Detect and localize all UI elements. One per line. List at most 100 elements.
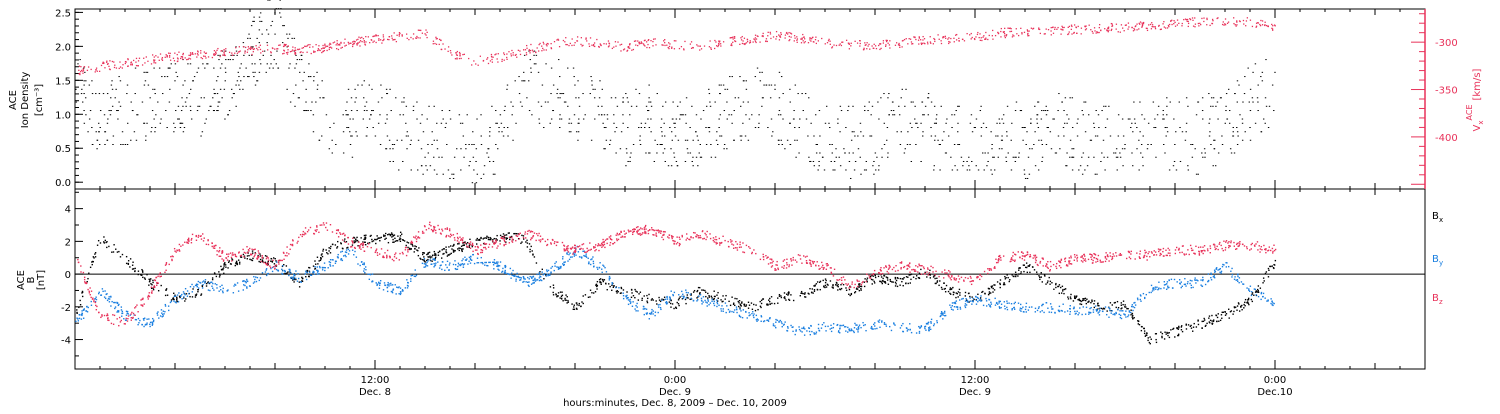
vx-point <box>663 40 664 41</box>
density-point <box>954 144 955 145</box>
by-point <box>109 298 110 299</box>
density-point <box>437 148 438 149</box>
by-point <box>297 273 298 274</box>
by-point <box>969 297 970 298</box>
vx-point <box>319 50 320 51</box>
by-point <box>276 261 277 262</box>
density-point <box>438 157 439 158</box>
density-point <box>574 85 575 86</box>
density-point <box>167 76 168 77</box>
vx-point <box>1212 23 1213 24</box>
vx-point <box>1068 27 1069 28</box>
bx-point <box>576 304 577 305</box>
bx-point <box>76 313 77 314</box>
density-point <box>393 161 394 162</box>
bx-point <box>192 296 193 297</box>
bx-point <box>1132 315 1133 316</box>
vx-point <box>1201 18 1202 19</box>
density-point <box>350 136 351 137</box>
density-point <box>238 76 239 77</box>
vx-point <box>295 47 296 48</box>
bx-point <box>82 296 83 297</box>
density-point <box>220 89 221 90</box>
vx-point <box>744 43 745 44</box>
density-point <box>274 12 275 13</box>
density-point <box>430 165 431 166</box>
density-point <box>1225 110 1226 111</box>
bx-point <box>1220 320 1221 321</box>
density-point <box>147 72 148 73</box>
vx-point <box>160 53 161 54</box>
vx-point <box>1051 27 1052 28</box>
density-point <box>617 106 618 107</box>
density-point <box>370 114 371 115</box>
vx-point <box>491 56 492 57</box>
bx-point <box>1062 290 1063 291</box>
bx-point <box>565 294 566 295</box>
bx-point <box>521 235 522 236</box>
bx-point <box>422 259 423 260</box>
vx-point <box>79 66 80 67</box>
density-point <box>569 131 570 132</box>
bx-point <box>780 295 781 296</box>
bx-point <box>906 276 907 277</box>
vx-point <box>162 60 163 61</box>
by-point <box>504 272 505 273</box>
bx-point <box>108 246 109 247</box>
density-point <box>845 169 846 170</box>
density-point <box>289 34 290 35</box>
by-point <box>497 261 498 262</box>
vx-point <box>174 60 175 61</box>
by-point <box>183 291 184 292</box>
vx-point <box>257 49 258 50</box>
density-point <box>174 127 175 128</box>
density-point <box>844 152 845 153</box>
density-point <box>501 123 502 124</box>
bx-point <box>383 236 384 237</box>
vx-point <box>653 39 654 40</box>
bx-point <box>1094 300 1095 301</box>
density-point <box>1095 136 1096 137</box>
density-point <box>273 68 274 69</box>
vx-point <box>1272 25 1273 26</box>
bx-point <box>882 280 883 281</box>
bx-point <box>581 301 582 302</box>
bx-point <box>605 283 606 284</box>
density-point <box>456 148 457 149</box>
vx-point <box>173 58 174 59</box>
density-point <box>293 93 294 94</box>
vx-point <box>1264 24 1265 25</box>
vx-point <box>248 46 249 47</box>
bx-point <box>992 288 993 289</box>
bx-point <box>956 292 957 293</box>
density-point <box>295 55 296 56</box>
bx-point <box>314 260 315 261</box>
bx-point <box>82 292 83 293</box>
density-point <box>898 106 899 107</box>
density-point <box>917 127 918 128</box>
bx-point <box>1211 323 1212 324</box>
vx-point <box>491 59 492 60</box>
vx-point <box>301 48 302 49</box>
vx-point <box>551 47 552 48</box>
vx-point <box>450 52 451 53</box>
density-point <box>778 140 779 141</box>
vx-point <box>836 45 837 46</box>
vx-point <box>825 43 826 44</box>
density-point <box>504 127 505 128</box>
density-point <box>870 114 871 115</box>
vx-point <box>358 37 359 38</box>
density-point <box>1003 123 1004 124</box>
density-point <box>761 72 762 73</box>
bx-point <box>1146 332 1147 333</box>
density-point <box>127 85 128 86</box>
density-point <box>556 93 557 94</box>
density-point <box>460 148 461 149</box>
bx-point <box>872 279 873 280</box>
density-point <box>706 106 707 107</box>
bx-point <box>423 252 424 253</box>
series-by <box>75 246 1275 336</box>
x-tick-label-date: Dec. 9 <box>659 387 691 398</box>
density-point <box>259 29 260 30</box>
vx-point <box>188 55 189 56</box>
